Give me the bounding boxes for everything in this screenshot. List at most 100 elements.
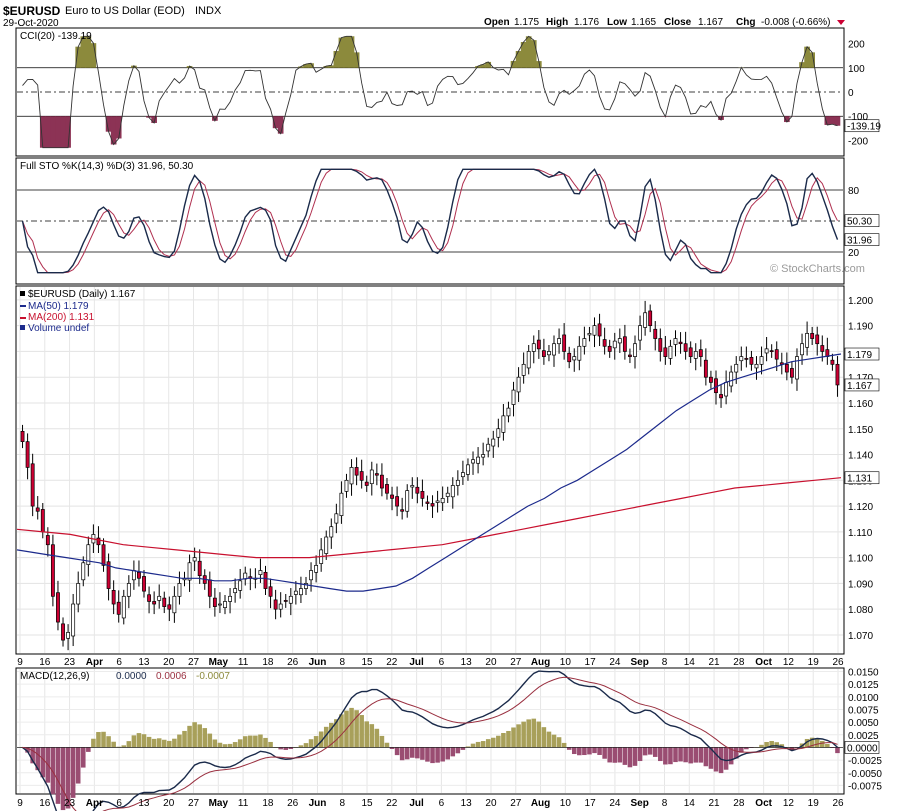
- candle-body[interactable]: [638, 325, 642, 341]
- candle-body[interactable]: [622, 336, 627, 352]
- candle-body[interactable]: [283, 600, 288, 602]
- candle-body[interactable]: [541, 350, 546, 357]
- candle-body[interactable]: [152, 601, 157, 605]
- candle-body[interactable]: [734, 363, 739, 373]
- candle-body[interactable]: [506, 407, 511, 417]
- candle-body[interactable]: [177, 583, 182, 597]
- candle-body[interactable]: [324, 536, 329, 554]
- candle-body[interactable]: [101, 544, 106, 566]
- candle-body[interactable]: [76, 583, 81, 605]
- candle-body[interactable]: [329, 526, 334, 538]
- candle-body[interactable]: [334, 513, 339, 524]
- candle-body[interactable]: [405, 490, 410, 512]
- candle-body[interactable]: [643, 312, 648, 328]
- candle-body[interactable]: [678, 341, 683, 345]
- candle-body[interactable]: [526, 351, 531, 369]
- candle-body[interactable]: [658, 338, 663, 352]
- candle-body[interactable]: [71, 603, 76, 637]
- candle-body[interactable]: [460, 472, 465, 478]
- candle-body[interactable]: [66, 632, 71, 639]
- candle-body[interactable]: [162, 597, 167, 607]
- candle-body[interactable]: [35, 507, 40, 512]
- candle-body[interactable]: [197, 560, 202, 577]
- candle-body[interactable]: [764, 348, 769, 354]
- candle-body[interactable]: [769, 350, 774, 353]
- candle-body[interactable]: [314, 565, 319, 573]
- candle-body[interactable]: [30, 463, 35, 507]
- candle-body[interactable]: [729, 371, 734, 387]
- candle-body[interactable]: [81, 562, 86, 581]
- candle-body[interactable]: [263, 571, 268, 589]
- ma50-line[interactable]: [16, 353, 842, 592]
- candle-body[interactable]: [147, 594, 151, 602]
- macd-line[interactable]: [22, 670, 838, 811]
- candle-body[interactable]: [607, 345, 612, 352]
- candle-body[interactable]: [172, 595, 177, 614]
- candle-body[interactable]: [390, 494, 394, 499]
- candle-body[interactable]: [86, 544, 91, 565]
- sto-k-line[interactable]: [21, 168, 839, 274]
- candle-body[interactable]: [577, 345, 582, 361]
- candle-body[interactable]: [364, 481, 369, 486]
- candle-body[interactable]: [430, 503, 435, 507]
- candle-body[interactable]: [212, 597, 217, 607]
- candle-body[interactable]: [820, 345, 825, 352]
- candle-body[interactable]: [602, 339, 607, 347]
- candle-body[interactable]: [531, 343, 536, 352]
- candle-body[interactable]: [592, 325, 597, 336]
- candle-body[interactable]: [698, 349, 703, 357]
- candle-body[interactable]: [258, 570, 263, 575]
- candle-body[interactable]: [131, 570, 136, 581]
- candle-body[interactable]: [121, 595, 126, 619]
- candle-body[interactable]: [395, 496, 400, 507]
- candle-body[interactable]: [562, 334, 567, 352]
- candle-body[interactable]: [359, 471, 364, 481]
- stochastic-panel[interactable]: [17, 168, 843, 274]
- candle-body[interactable]: [587, 333, 592, 336]
- sto-d-line[interactable]: [22, 168, 838, 274]
- candle-body[interactable]: [379, 474, 384, 489]
- candle-body[interactable]: [521, 363, 526, 376]
- candle-body[interactable]: [137, 571, 141, 579]
- candle-body[interactable]: [511, 389, 516, 405]
- cci-line[interactable]: [22, 35, 838, 149]
- candle-body[interactable]: [501, 415, 506, 433]
- candle-body[interactable]: [648, 310, 653, 327]
- candle-body[interactable]: [805, 333, 810, 348]
- candle-body[interactable]: [703, 359, 708, 378]
- candle-body[interactable]: [800, 343, 804, 356]
- candle-body[interactable]: [142, 576, 146, 592]
- candle-body[interactable]: [567, 352, 572, 363]
- candle-body[interactable]: [440, 498, 445, 504]
- candle-body[interactable]: [749, 357, 754, 365]
- candle-body[interactable]: [299, 588, 303, 596]
- candle-body[interactable]: [774, 349, 779, 360]
- candle-body[interactable]: [207, 579, 212, 597]
- candle-body[interactable]: [344, 479, 349, 492]
- candle-body[interactable]: [223, 601, 227, 608]
- candle-body[interactable]: [192, 557, 197, 562]
- candle-body[interactable]: [835, 363, 840, 386]
- candle-body[interactable]: [653, 328, 658, 339]
- candle-body[interactable]: [582, 338, 587, 347]
- candle-body[interactable]: [709, 376, 713, 383]
- cci-panel[interactable]: [17, 35, 843, 149]
- candle-body[interactable]: [445, 492, 450, 497]
- candle-body[interactable]: [167, 604, 172, 610]
- candle-body[interactable]: [238, 580, 243, 591]
- candle-body[interactable]: [435, 500, 440, 503]
- candle-body[interactable]: [96, 537, 101, 546]
- candle-body[interactable]: [410, 485, 415, 488]
- candle-body[interactable]: [466, 464, 470, 475]
- candle-body[interactable]: [278, 603, 283, 610]
- candle-body[interactable]: [784, 363, 789, 373]
- candle-body[interactable]: [25, 441, 30, 468]
- candle-body[interactable]: [668, 345, 673, 359]
- candle-body[interactable]: [20, 430, 25, 442]
- candle-body[interactable]: [106, 561, 111, 589]
- candle-body[interactable]: [754, 363, 759, 369]
- candle-body[interactable]: [496, 428, 501, 438]
- macd-panel[interactable]: [17, 670, 843, 811]
- candle-body[interactable]: [673, 338, 678, 345]
- candle-body[interactable]: [349, 467, 354, 485]
